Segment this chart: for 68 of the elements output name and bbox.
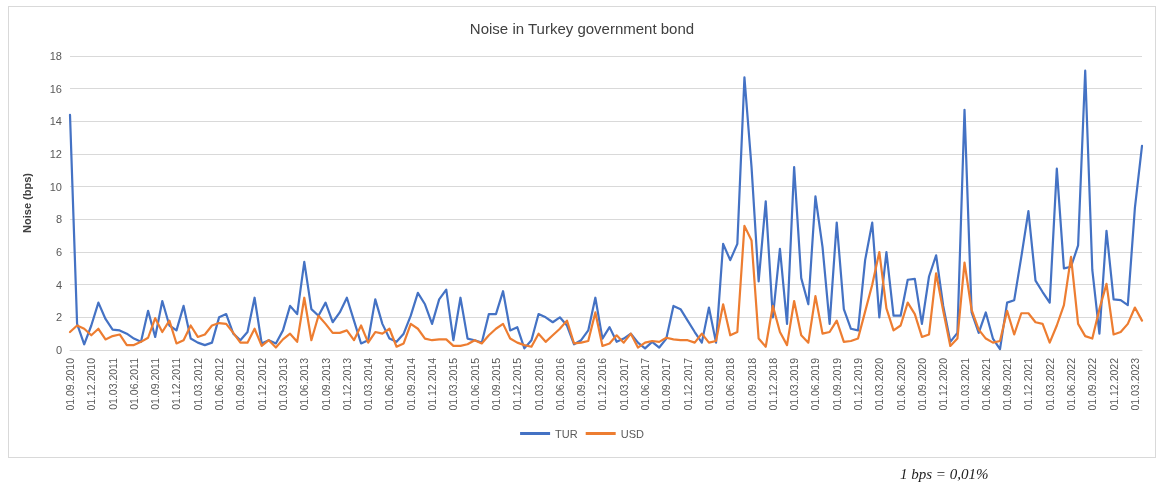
y-tick-label: 16: [49, 82, 62, 95]
y-tick-label: 4: [55, 278, 62, 291]
x-tick-label: 01.06.2022: [1065, 357, 1078, 411]
y-tick-label: 8: [55, 213, 62, 226]
text: 1 bps = 0,01%: [900, 466, 989, 483]
y-tick-label: 6: [55, 246, 62, 258]
x-tick-label: 01.12.2016: [596, 357, 609, 411]
x-tick-label: 01.06.2014: [383, 357, 396, 411]
x-tick-label: 01.09.2017: [660, 357, 673, 411]
x-tick-label: 01.06.2017: [639, 357, 652, 411]
x-tick-label: 01.06.2020: [894, 357, 907, 411]
x-tick-label: 01.09.2015: [489, 357, 502, 411]
x-tick-label: 01.03.2017: [617, 357, 630, 411]
x-tick-label: 01.09.2019: [830, 357, 843, 411]
x-tick-label: 01.06.2019: [809, 357, 822, 411]
x-tick-label: 01.03.2019: [788, 357, 801, 411]
x-tick-label: 01.12.2018: [766, 357, 779, 411]
x-tick-label: 01.12.2012: [255, 357, 268, 411]
x-tick-label: 01.06.2018: [724, 357, 737, 411]
x-tick-label: 01.12.2013: [340, 357, 353, 411]
x-tick-label: 01.09.2011: [149, 357, 162, 410]
x-tick-label: 01.12.2014: [426, 357, 439, 411]
x-tick-label: 01.12.2011: [170, 357, 183, 410]
y-tick-label: 10: [49, 180, 62, 193]
x-tick-label: 01.03.2020: [873, 357, 886, 411]
x-tick-label: 01.06.2016: [553, 357, 566, 411]
x-tick-label: 01.03.2021: [958, 357, 971, 411]
x-tick-label: 01.03.2014: [362, 357, 375, 411]
y-tick-label: 14: [49, 115, 62, 128]
x-tick-label: 01.12.2010: [85, 357, 98, 411]
x-tick-label: 01.12.2015: [511, 357, 524, 411]
legend-label: TUR: [555, 427, 578, 440]
x-tick-label: 01.09.2022: [1086, 357, 1099, 411]
x-tick-label: 01.06.2013: [298, 357, 311, 411]
x-tick-label: 01.12.2020: [937, 357, 950, 411]
x-tick-label: 01.09.2016: [575, 357, 588, 411]
y-tick-label: 2: [55, 311, 62, 324]
x-tick-label: 01.03.2013: [276, 357, 289, 411]
x-tick-label: 01.12.2022: [1107, 357, 1120, 411]
line-series: [68, 224, 1144, 349]
y-tick-label: 0: [55, 344, 62, 356]
x-tick-label: 01.03.2012: [191, 357, 204, 411]
x-tick-label: 01.03.2022: [1043, 357, 1056, 411]
x-tick-label: 01.12.2021: [1022, 357, 1035, 411]
x-tick-label: 01.03.2011: [106, 357, 119, 410]
x-tick-label: 01.12.2017: [681, 357, 694, 411]
x-tick-label: 01.09.2021: [1001, 357, 1014, 411]
x-tick-label: 01.09.2012: [234, 357, 247, 411]
x-tick-label: 01.03.2023: [1128, 357, 1141, 411]
x-tick-label: 01.09.2014: [404, 357, 417, 411]
x-tick-label: 01.03.2018: [702, 357, 715, 411]
y-tick-label: 18: [49, 50, 62, 62]
x-tick-label: 01.06.2011: [127, 357, 140, 410]
x-tick-label: 01.03.2015: [447, 357, 460, 411]
x-tick-label: 01.09.2010: [64, 357, 76, 411]
legend-label: USD: [620, 427, 644, 440]
chart-title: Noise in Turkey government bond: [469, 20, 695, 37]
x-tick-label: 01.06.2012: [213, 357, 226, 411]
x-tick-label: 01.12.2019: [852, 357, 865, 411]
y-axis-title: Noise (bps): [20, 172, 33, 233]
x-tick-label: 01.03.2016: [532, 357, 545, 411]
line-series: [68, 69, 1144, 351]
x-tick-label: 01.06.2015: [468, 357, 481, 411]
y-tick-label: 12: [49, 148, 62, 160]
x-tick-label: 01.09.2018: [745, 357, 758, 411]
x-tick-label: 01.09.2020: [915, 357, 928, 411]
x-tick-label: 01.06.2021: [979, 357, 992, 411]
x-tick-label: 01.09.2013: [319, 357, 332, 411]
